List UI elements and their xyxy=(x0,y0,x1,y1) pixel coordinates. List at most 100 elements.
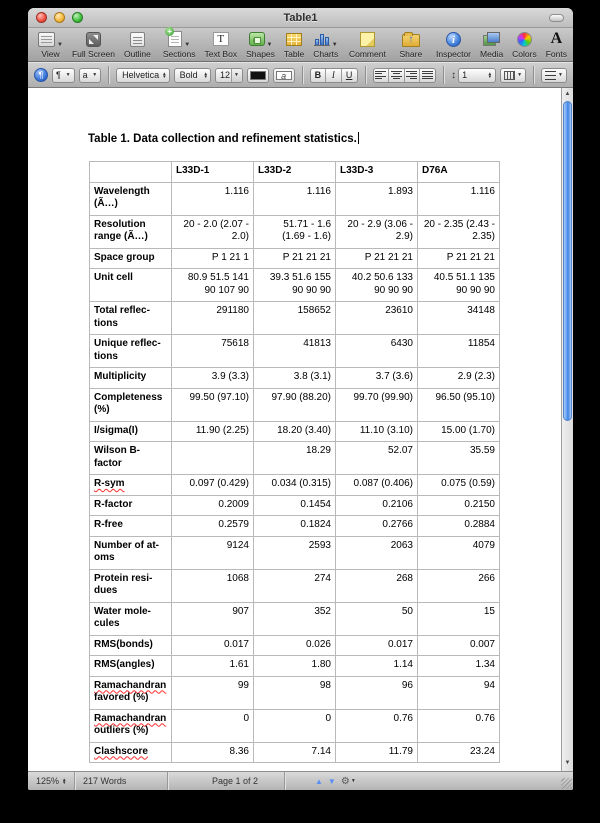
row-label[interactable]: Unique reflec- tions xyxy=(89,334,172,368)
italic-button[interactable]: I xyxy=(326,68,342,82)
line-spacing-stepper[interactable]: 1 ▲ ▼ xyxy=(458,67,497,83)
table-cell[interactable]: 11.90 (2.25) xyxy=(171,420,254,442)
typeface-select[interactable]: Bold ▲ ▼ xyxy=(173,67,212,83)
table-cell[interactable]: 291180 xyxy=(171,301,254,335)
table-cell[interactable]: 268 xyxy=(335,568,418,603)
table-cell[interactable]: 3.7 (3.6) xyxy=(335,367,418,389)
table-cell[interactable]: 1.116 xyxy=(417,181,500,216)
font-family-select[interactable]: Helvetica ▲ ▼ xyxy=(116,67,170,83)
table-cell[interactable]: 2.9 (2.3) xyxy=(417,367,500,389)
toolbar-button-textbox[interactable]: T Text Box xyxy=(204,32,238,59)
table-cell[interactable]: 20 - 2.0 (2.07 - 2.0) xyxy=(171,214,254,249)
table-cell[interactable]: 18.20 (3.40) xyxy=(253,420,336,442)
row-label[interactable]: RMS(angles) xyxy=(89,655,172,677)
table-cell[interactable]: 52.07 xyxy=(335,441,418,475)
row-label[interactable]: Wilson B- factor xyxy=(89,441,172,475)
row-label[interactable]: R-free xyxy=(89,515,172,537)
table-cell[interactable]: 1.80 xyxy=(253,655,336,677)
row-label[interactable]: Ramachandran favored (%) xyxy=(89,675,172,710)
text-color-well[interactable] xyxy=(246,67,269,83)
table-cell[interactable]: 15 xyxy=(417,601,500,636)
vertical-scrollbar[interactable]: ▲ ▼ xyxy=(561,88,573,771)
table-cell[interactable]: 15.00 (1.70) xyxy=(417,420,500,442)
table-cell[interactable]: 99 xyxy=(171,675,254,710)
table-cell[interactable]: 0.017 xyxy=(335,634,418,656)
toolbar-button-charts[interactable]: ▼ Charts xyxy=(313,30,338,59)
table-cell[interactable]: 0.2766 xyxy=(335,515,418,537)
column-header[interactable]: L33D-3 xyxy=(335,161,418,183)
table-cell[interactable]: 98 xyxy=(253,675,336,710)
table-cell[interactable]: 0.075 (0.59) xyxy=(417,474,500,496)
row-label[interactable]: I/sigma(I) xyxy=(89,420,172,442)
table-cell[interactable]: 1.14 xyxy=(335,655,418,677)
row-label[interactable]: R-sym xyxy=(89,474,172,496)
table-cell[interactable]: 4079 xyxy=(417,535,500,570)
table-cell[interactable]: 0.76 xyxy=(335,708,418,743)
toolbar-button-comment[interactable]: Comment xyxy=(349,30,386,59)
toolbar-button-fonts[interactable]: A Fonts xyxy=(545,30,567,60)
toolbar-button-table[interactable]: Table xyxy=(284,30,304,59)
row-label[interactable]: Unit cell xyxy=(89,268,172,302)
table-cell[interactable]: 266 xyxy=(417,568,500,603)
scroll-down-arrow-icon[interactable]: ▼ xyxy=(564,760,571,766)
toolbar-button-inspector[interactable]: i Inspector xyxy=(436,31,472,59)
row-label[interactable]: Space group xyxy=(89,247,172,269)
minimize-button[interactable] xyxy=(54,12,65,23)
toolbar-button-shapes[interactable]: ▼ Shapes xyxy=(246,30,275,59)
toolbar-button-colors[interactable]: Colors xyxy=(512,30,537,59)
table-cell[interactable]: 0 xyxy=(171,708,254,743)
column-header[interactable]: D76A xyxy=(417,161,500,183)
bold-button[interactable]: B xyxy=(311,68,327,82)
zoom-control[interactable]: 125% ▲ ▼ xyxy=(28,772,74,790)
table-cell[interactable]: 158652 xyxy=(253,301,336,335)
page-options-button[interactable]: ⚙ ▼ xyxy=(341,776,356,787)
table-cell[interactable]: 0.087 (0.406) xyxy=(335,474,418,496)
toolbar-button-fullscreen[interactable]: Full Screen xyxy=(72,30,115,59)
zoom-button[interactable] xyxy=(72,12,83,23)
next-page-button[interactable]: ▼ xyxy=(327,776,336,786)
column-header[interactable]: L33D-2 xyxy=(253,161,336,183)
table-cell[interactable]: 3.9 (3.3) xyxy=(171,367,254,389)
columns-dropdown[interactable]: ▼ xyxy=(500,67,527,83)
table-cell[interactable]: 3.8 (3.1) xyxy=(253,367,336,389)
background-color-well[interactable]: a xyxy=(272,67,295,83)
close-button[interactable] xyxy=(36,12,47,23)
toolbar-button-share[interactable]: Share xyxy=(399,30,422,59)
table-cell[interactable]: 352 xyxy=(253,601,336,636)
align-center-button[interactable] xyxy=(389,68,405,82)
table-cell[interactable]: 8.36 xyxy=(171,741,254,763)
table-cell[interactable]: 2063 xyxy=(335,535,418,570)
chevron-down-icon[interactable]: ▼ xyxy=(230,68,242,82)
table-cell[interactable]: 0.2106 xyxy=(335,494,418,516)
table-cell[interactable]: 50 xyxy=(335,601,418,636)
toolbar-button-view[interactable]: ▼ View xyxy=(38,30,63,59)
table-cell[interactable]: 274 xyxy=(253,568,336,603)
document-title[interactable]: Table 1. Data collection and refinement … xyxy=(88,132,359,145)
table-cell[interactable]: 35.59 xyxy=(417,441,500,475)
table-cell[interactable]: P 21 21 21 xyxy=(335,247,418,269)
toolbar-button-sections[interactable]: ▼ Sections xyxy=(163,27,195,59)
table-cell[interactable]: 40.5 51.1 135 90 90 90 xyxy=(417,268,500,302)
table-cell[interactable]: 6430 xyxy=(335,334,418,368)
table-cell[interactable]: 96 xyxy=(335,675,418,710)
table-cell[interactable]: 11.79 xyxy=(335,741,418,763)
table-cell[interactable]: 1.61 xyxy=(171,655,254,677)
table-cell[interactable]: 0.1824 xyxy=(253,515,336,537)
row-label[interactable]: R-factor xyxy=(89,494,172,516)
table-cell[interactable]: 0.2884 xyxy=(417,515,500,537)
align-left-button[interactable] xyxy=(374,68,390,82)
row-label[interactable]: Completeness (%) xyxy=(89,387,172,422)
row-label[interactable]: Protein resi- dues xyxy=(89,568,172,603)
table-cell[interactable]: 1068 xyxy=(171,568,254,603)
table-cell[interactable]: 1.34 xyxy=(417,655,500,677)
font-size-combo[interactable]: 12 ▼ xyxy=(215,67,243,83)
row-label[interactable]: RMS(bonds) xyxy=(89,634,172,656)
table-cell[interactable]: 0.034 (0.315) xyxy=(253,474,336,496)
table-cell[interactable]: 41813 xyxy=(253,334,336,368)
title-bar[interactable]: Table1 xyxy=(28,8,573,28)
align-right-button[interactable] xyxy=(405,68,420,82)
table-cell[interactable]: 0.2009 xyxy=(171,494,254,516)
character-style-dropdown[interactable]: a ▼ xyxy=(78,67,102,83)
table-cell[interactable]: 20 - 2.35 (2.43 - 2.35) xyxy=(417,214,500,249)
table-cell[interactable]: 18.29 xyxy=(253,441,336,475)
